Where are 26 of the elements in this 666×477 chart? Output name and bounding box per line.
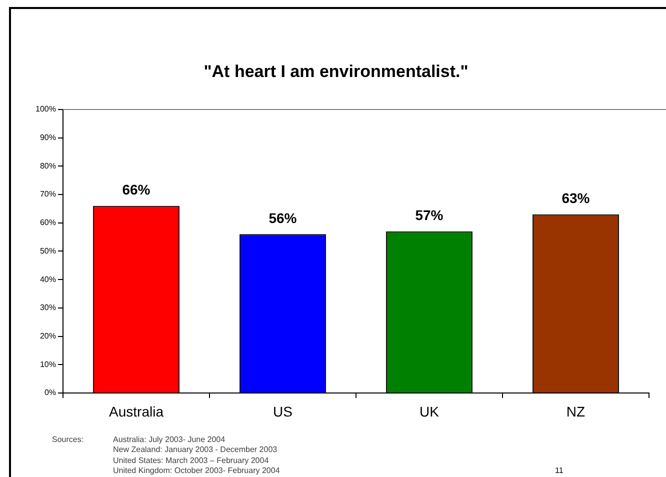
text: New Zealand: January 2003 - December 2003: [113, 445, 278, 456]
y-tick-label: 80%: [40, 161, 56, 170]
y-tick-label: 90%: [40, 132, 56, 142]
y-tick-label: 0%: [44, 388, 56, 398]
y-tick-label: 20%: [40, 331, 56, 340]
text: United Kingdom: October 2003- February 2004: [113, 466, 280, 476]
y-tick-label: 30%: [40, 303, 56, 312]
source-note: Sources:: [52, 435, 84, 445]
text: 11: [555, 466, 564, 476]
y-tick-label: 40%: [40, 274, 56, 284]
chart-title: "At heart I am environmentalist.": [204, 62, 468, 81]
data-label: 63%: [562, 190, 590, 206]
data-label: 66%: [122, 182, 151, 198]
data-label: 56%: [268, 210, 298, 226]
y-tick-label: 60%: [40, 218, 56, 228]
x-tick-label: UK: [420, 403, 440, 420]
x-tick-label: NZ: [566, 403, 586, 420]
y-tick-label: 10%: [40, 360, 56, 369]
data-label: 57%: [415, 207, 444, 224]
text: United States: March 2003 – February 2004: [113, 456, 269, 466]
text: Australia: July 2003- June 2004: [113, 435, 226, 445]
y-tick-label: 100%: [36, 104, 56, 114]
x-tick-label: Australia: [109, 403, 164, 420]
y-tick-label: 50%: [40, 246, 56, 256]
x-tick-label: US: [273, 403, 292, 420]
y-tick-label: 70%: [40, 190, 56, 199]
